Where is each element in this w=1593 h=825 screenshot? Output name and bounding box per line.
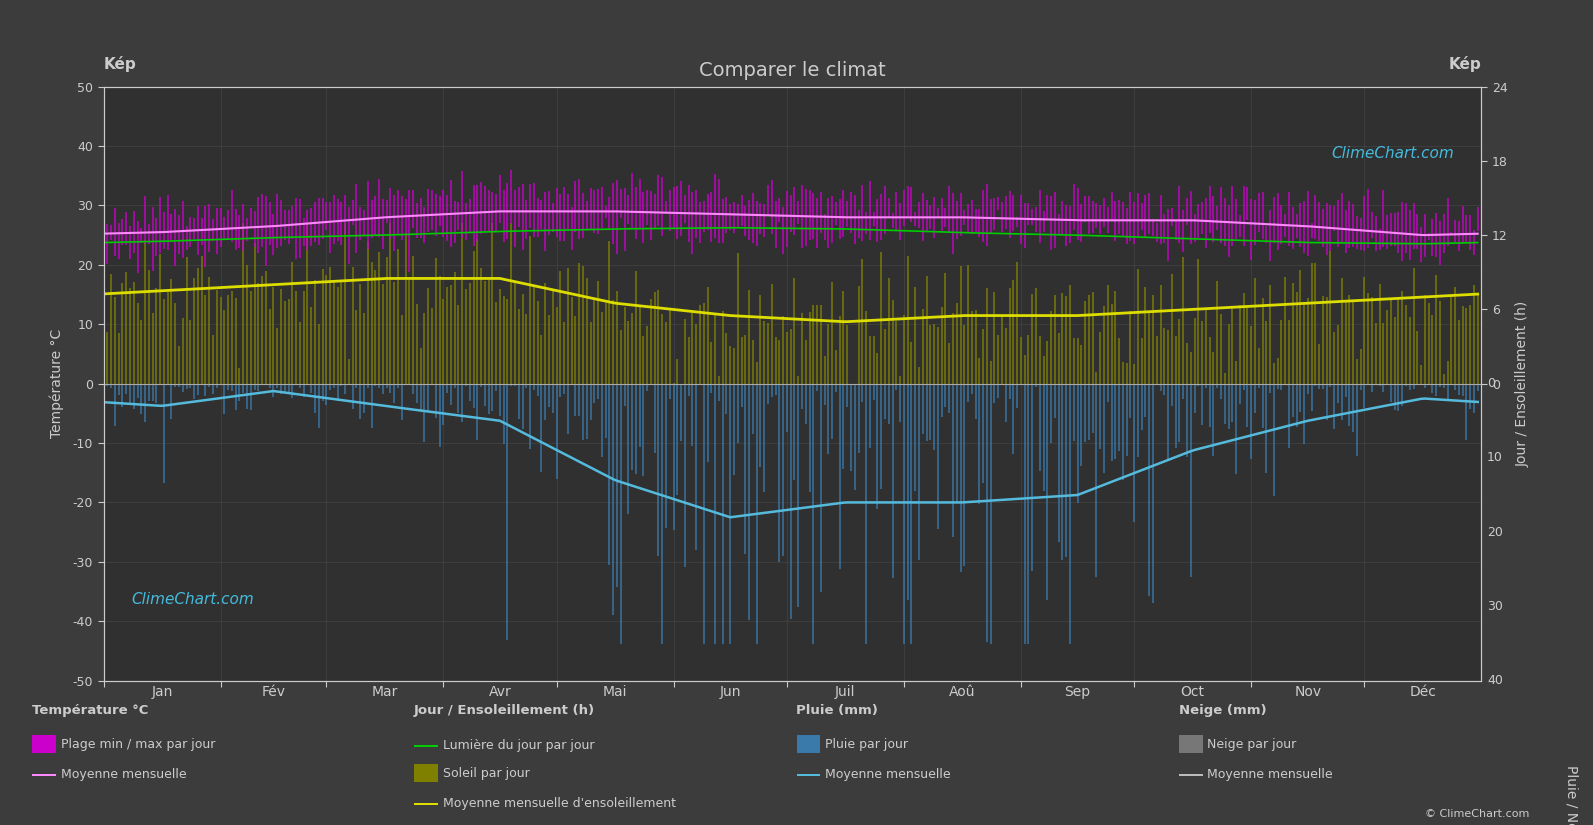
- Text: Moyenne mensuelle: Moyenne mensuelle: [61, 768, 186, 781]
- Text: 10: 10: [1486, 451, 1502, 464]
- Text: Moyenne mensuelle: Moyenne mensuelle: [1207, 768, 1333, 781]
- Text: Pluie / Neige (mm): Pluie / Neige (mm): [1564, 765, 1579, 825]
- Text: Moyenne mensuelle d'ensoleillement: Moyenne mensuelle d'ensoleillement: [443, 797, 675, 810]
- Text: Kép: Kép: [104, 56, 137, 72]
- Text: Moyenne mensuelle: Moyenne mensuelle: [825, 768, 951, 781]
- Text: Neige par jour: Neige par jour: [1207, 738, 1297, 751]
- Text: 40: 40: [1486, 674, 1502, 687]
- Text: Kép: Kép: [1448, 56, 1481, 72]
- Title: Comparer le climat: Comparer le climat: [699, 60, 886, 79]
- Text: Pluie (mm): Pluie (mm): [796, 704, 878, 717]
- Y-axis label: Jour / Ensoleillement (h): Jour / Ensoleillement (h): [1517, 300, 1531, 467]
- Text: ClimeChart.com: ClimeChart.com: [131, 592, 253, 606]
- Text: Plage min / max par jour: Plage min / max par jour: [61, 738, 215, 751]
- Text: Jour / Ensoleillement (h): Jour / Ensoleillement (h): [414, 704, 596, 717]
- Text: © ClimeChart.com: © ClimeChart.com: [1424, 808, 1529, 818]
- Text: Pluie par jour: Pluie par jour: [825, 738, 908, 751]
- Text: 20: 20: [1486, 526, 1502, 539]
- Text: 0: 0: [1486, 377, 1496, 390]
- Text: Neige (mm): Neige (mm): [1179, 704, 1266, 717]
- Text: Lumière du jour par jour: Lumière du jour par jour: [443, 739, 594, 752]
- Text: Température °C: Température °C: [32, 704, 148, 717]
- Y-axis label: Température °C: Température °C: [49, 329, 64, 438]
- Text: ClimeChart.com: ClimeChart.com: [1332, 146, 1454, 161]
- Text: Soleil par jour: Soleil par jour: [443, 766, 529, 780]
- Text: 30: 30: [1486, 600, 1502, 613]
